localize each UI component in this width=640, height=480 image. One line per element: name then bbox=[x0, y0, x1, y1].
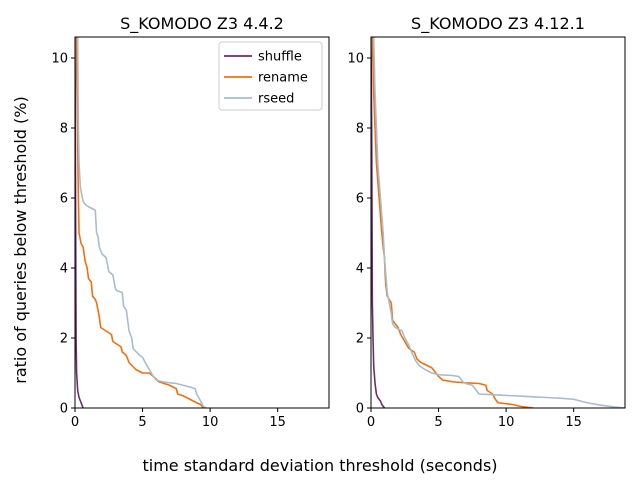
y-tick-label-right: 10 bbox=[347, 52, 364, 67]
y-tick-label-right: 0 bbox=[356, 402, 364, 417]
y-tick-label-right: 6 bbox=[356, 192, 364, 207]
panel-right-frame bbox=[370, 36, 626, 409]
x-axis-label: time standard deviation threshold (secon… bbox=[142, 456, 497, 475]
series-line-shuffle-right bbox=[371, 37, 386, 408]
panel-right-axes: 0 5 10 15 0 2 4 6 8 10 bbox=[347, 52, 581, 431]
x-tick-label-right: 5 bbox=[434, 415, 442, 430]
panel-left: S_KOMODO Z3 4.4.2 0 5 10 15 0 2 4 6 8 10 bbox=[51, 14, 330, 431]
panel-right: S_KOMODO Z3 4.12.1 0 5 10 15 0 2 4 6 8 10 bbox=[347, 14, 626, 431]
legend-label-rseed: rseed bbox=[258, 92, 294, 107]
y-axis-label: ratio of queries below threshold (%) bbox=[11, 96, 30, 383]
series-line-rename-left bbox=[75, 37, 204, 408]
x-tick-label-right: 15 bbox=[565, 415, 582, 430]
y-tick-label-right: 4 bbox=[356, 262, 364, 277]
y-tick-label-left: 0 bbox=[60, 402, 68, 417]
x-tick-label-right: 10 bbox=[498, 415, 515, 430]
panel-left-axes: 0 5 10 15 0 2 4 6 8 10 bbox=[51, 52, 285, 431]
y-tick-label-left: 8 bbox=[60, 122, 68, 137]
series-line-rename-right bbox=[371, 37, 534, 408]
legend-label-shuffle: shuffle bbox=[258, 50, 302, 65]
x-tick-label-right: 0 bbox=[367, 415, 375, 430]
legend-entries: shuffle rename rseed bbox=[224, 50, 308, 107]
y-tick-label-left: 6 bbox=[60, 192, 68, 207]
legend-label-rename: rename bbox=[258, 71, 308, 86]
panel-left-title: S_KOMODO Z3 4.4.2 bbox=[120, 14, 284, 34]
panel-right-series bbox=[371, 37, 625, 408]
legend-box bbox=[218, 41, 323, 111]
series-line-rseed-right bbox=[372, 37, 625, 408]
panel-left-frame bbox=[74, 36, 330, 409]
x-tick-label-left: 10 bbox=[202, 415, 219, 430]
y-tick-label-left: 10 bbox=[51, 52, 68, 67]
x-tick-label-left: 15 bbox=[269, 415, 286, 430]
y-tick-label-right: 8 bbox=[356, 122, 364, 137]
y-tick-label-right: 2 bbox=[356, 332, 364, 347]
x-tick-label-left: 0 bbox=[71, 415, 79, 430]
panel-right-title: S_KOMODO Z3 4.12.1 bbox=[411, 14, 585, 34]
y-tick-label-left: 4 bbox=[60, 262, 68, 277]
legend: shuffle rename rseed bbox=[218, 41, 323, 111]
y-tick-label-left: 2 bbox=[60, 332, 68, 347]
series-line-rseed-left bbox=[76, 37, 207, 408]
panel-left-series bbox=[75, 37, 207, 408]
x-tick-label-left: 5 bbox=[138, 415, 146, 430]
